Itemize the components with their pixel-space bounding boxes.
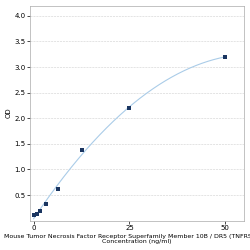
- Point: [38, 209, 42, 213]
- X-axis label: Mouse Tumor Necrosis Factor Receptor Superfamily Member 10B / DR5 (TNFRSF10B)
Co: Mouse Tumor Necrosis Factor Receptor Sup…: [4, 234, 250, 244]
- Point: [34, 212, 38, 216]
- Point: [223, 55, 227, 59]
- Y-axis label: OD: OD: [6, 108, 12, 118]
- Point: [44, 202, 48, 206]
- Point: [32, 213, 36, 217]
- Point: [128, 106, 132, 110]
- Point: [80, 148, 84, 152]
- Point: [56, 187, 60, 191]
